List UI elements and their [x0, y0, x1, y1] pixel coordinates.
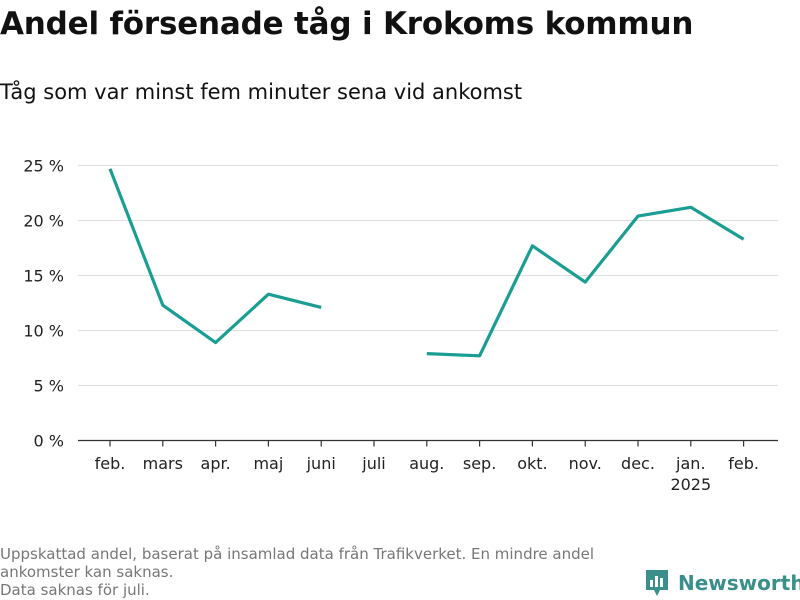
x-tick-label: juli: [361, 454, 385, 473]
series-line: [426, 205, 745, 358]
x-tick-label: maj: [253, 454, 283, 473]
series-line: [108, 168, 322, 345]
x-tick-label: feb.: [95, 454, 126, 473]
x-tick-label: mars: [143, 454, 183, 473]
x-tick-label: okt.: [517, 454, 547, 473]
x-tick-label: feb.: [728, 454, 759, 473]
chart-title: Andel försenade tåg i Krokoms kommun: [0, 6, 694, 42]
footnote-line-2: Data saknas för juli.: [0, 581, 150, 599]
x-tick-label: apr.: [201, 454, 231, 473]
x-tick-label: aug.: [409, 454, 444, 473]
footnote-line-1: Uppskattad andel, baserat på insamlad da…: [0, 545, 595, 581]
newsworthy-logo-icon: [646, 570, 668, 596]
y-tick-label: 20 %: [23, 212, 64, 231]
x-tick-label: dec.: [621, 454, 655, 473]
chart-subtitle: Tåg som var minst fem minuter sena vid a…: [0, 80, 523, 104]
x-tick-label: sep.: [463, 454, 496, 473]
brand-logo: Newsworthy: [644, 568, 800, 598]
x-tick-label: jan.: [675, 454, 705, 473]
y-tick-label: 25 %: [23, 157, 64, 176]
brand-name: Newsworthy: [678, 571, 800, 595]
y-tick-label: 5 %: [34, 377, 64, 396]
x-tick-label: juni: [306, 454, 336, 473]
footnote: Uppskattad andel, baserat på insamlad da…: [0, 545, 630, 599]
y-tick-label: 15 %: [23, 267, 64, 286]
x-tick-label: nov.: [569, 454, 602, 473]
x-year-label: 2025: [670, 475, 711, 494]
y-tick-label: 0 %: [34, 432, 64, 451]
y-tick-label: 10 %: [23, 322, 64, 341]
